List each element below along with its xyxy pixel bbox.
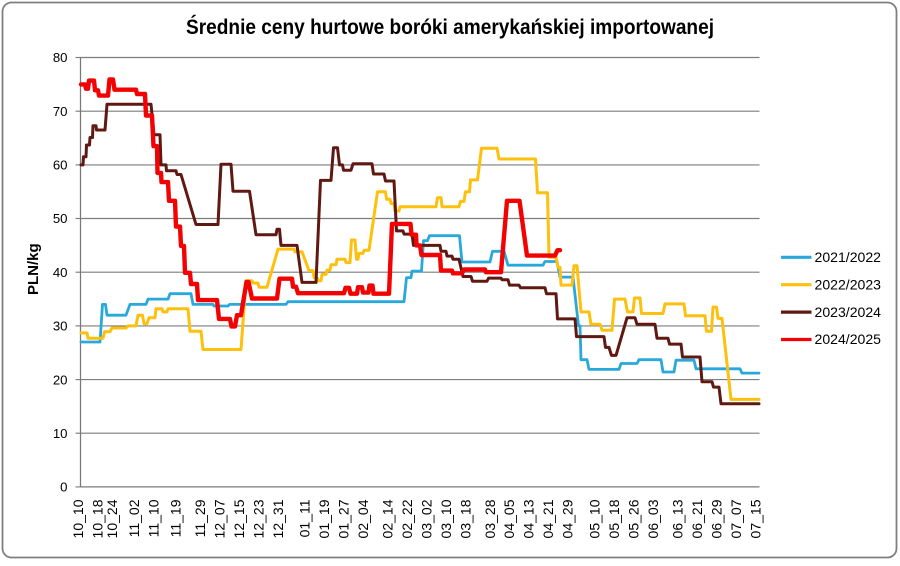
svg-text:03_02: 03_02	[418, 499, 434, 538]
svg-text:12_07: 12_07	[211, 499, 227, 538]
svg-text:05_26: 05_26	[626, 499, 642, 538]
svg-text:20: 20	[53, 372, 68, 387]
svg-text:02_04: 02_04	[355, 499, 371, 538]
svg-text:06_03: 06_03	[645, 499, 661, 538]
svg-text:12_15: 12_15	[231, 499, 247, 538]
svg-text:06_13: 06_13	[669, 499, 685, 538]
svg-text:01_19: 01_19	[316, 499, 332, 538]
svg-text:04_05: 04_05	[501, 499, 517, 538]
svg-text:80: 80	[53, 50, 68, 65]
svg-text:12_31: 12_31	[270, 499, 286, 538]
svg-text:02_22: 02_22	[399, 499, 415, 538]
svg-text:05_18: 05_18	[606, 499, 622, 538]
svg-text:05_10: 05_10	[587, 499, 603, 538]
svg-text:11_10: 11_10	[146, 499, 162, 537]
svg-text:03_18: 03_18	[457, 499, 473, 538]
svg-text:02_14: 02_14	[379, 499, 395, 538]
svg-text:06_21: 06_21	[689, 499, 705, 538]
svg-text:07_07: 07_07	[728, 499, 744, 538]
svg-text:10_10: 10_10	[70, 499, 86, 538]
svg-text:04_13: 04_13	[521, 499, 537, 538]
svg-text:60: 60	[53, 158, 68, 173]
svg-text:04_21: 04_21	[540, 499, 556, 538]
svg-text:03_10: 03_10	[438, 499, 454, 538]
svg-text:11_02: 11_02	[126, 499, 142, 537]
svg-text:30: 30	[53, 319, 68, 334]
svg-text:12_23: 12_23	[250, 499, 266, 538]
svg-text:70: 70	[53, 104, 68, 119]
svg-text:2022/2023: 2022/2023	[815, 277, 882, 292]
svg-text:2024/2025: 2024/2025	[815, 332, 882, 347]
svg-text:01_27: 01_27	[336, 499, 352, 538]
svg-text:10: 10	[53, 426, 68, 441]
svg-text:11_29: 11_29	[192, 499, 208, 537]
svg-text:2021/2022: 2021/2022	[815, 250, 882, 265]
svg-text:11_19: 11_19	[168, 499, 184, 537]
svg-text:04_29: 04_29	[560, 499, 576, 538]
svg-text:PLN/kg: PLN/kg	[25, 243, 42, 295]
svg-text:01_11: 01_11	[297, 499, 313, 537]
svg-text:10_18: 10_18	[90, 499, 106, 538]
svg-text:0: 0	[60, 480, 67, 495]
svg-text:50: 50	[53, 211, 68, 226]
svg-text:Średnie ceny hurtowe boróki am: Średnie ceny hurtowe boróki amerykańskie…	[186, 14, 714, 39]
svg-text:10_24: 10_24	[104, 499, 120, 538]
svg-text:2023/2024: 2023/2024	[815, 305, 882, 320]
svg-text:03_28: 03_28	[482, 499, 498, 538]
svg-text:06_29: 06_29	[708, 499, 724, 538]
svg-text:40: 40	[53, 265, 68, 280]
svg-text:07_15: 07_15	[747, 499, 763, 538]
